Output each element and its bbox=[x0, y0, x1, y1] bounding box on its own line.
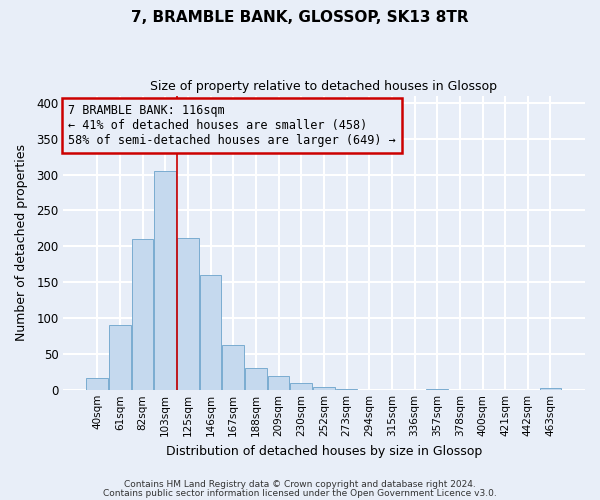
Text: 7 BRAMBLE BANK: 116sqm
← 41% of detached houses are smaller (458)
58% of semi-de: 7 BRAMBLE BANK: 116sqm ← 41% of detached… bbox=[68, 104, 396, 148]
Bar bbox=[132, 239, 154, 390]
Title: Size of property relative to detached houses in Glossop: Size of property relative to detached ho… bbox=[151, 80, 497, 93]
Text: Contains HM Land Registry data © Crown copyright and database right 2024.: Contains HM Land Registry data © Crown c… bbox=[124, 480, 476, 489]
X-axis label: Distribution of detached houses by size in Glossop: Distribution of detached houses by size … bbox=[166, 444, 482, 458]
Text: Contains public sector information licensed under the Open Government Licence v3: Contains public sector information licen… bbox=[103, 488, 497, 498]
Y-axis label: Number of detached properties: Number of detached properties bbox=[15, 144, 28, 341]
Bar bbox=[200, 275, 221, 390]
Bar bbox=[154, 171, 176, 390]
Bar bbox=[177, 238, 199, 390]
Bar bbox=[223, 344, 244, 390]
Bar bbox=[313, 387, 335, 390]
Bar bbox=[540, 388, 561, 390]
Bar bbox=[427, 389, 448, 390]
Bar bbox=[290, 382, 312, 390]
Bar bbox=[245, 368, 266, 390]
Bar bbox=[268, 376, 289, 390]
Bar bbox=[109, 326, 131, 390]
Bar bbox=[86, 378, 108, 390]
Text: 7, BRAMBLE BANK, GLOSSOP, SK13 8TR: 7, BRAMBLE BANK, GLOSSOP, SK13 8TR bbox=[131, 10, 469, 25]
Bar bbox=[336, 389, 358, 390]
